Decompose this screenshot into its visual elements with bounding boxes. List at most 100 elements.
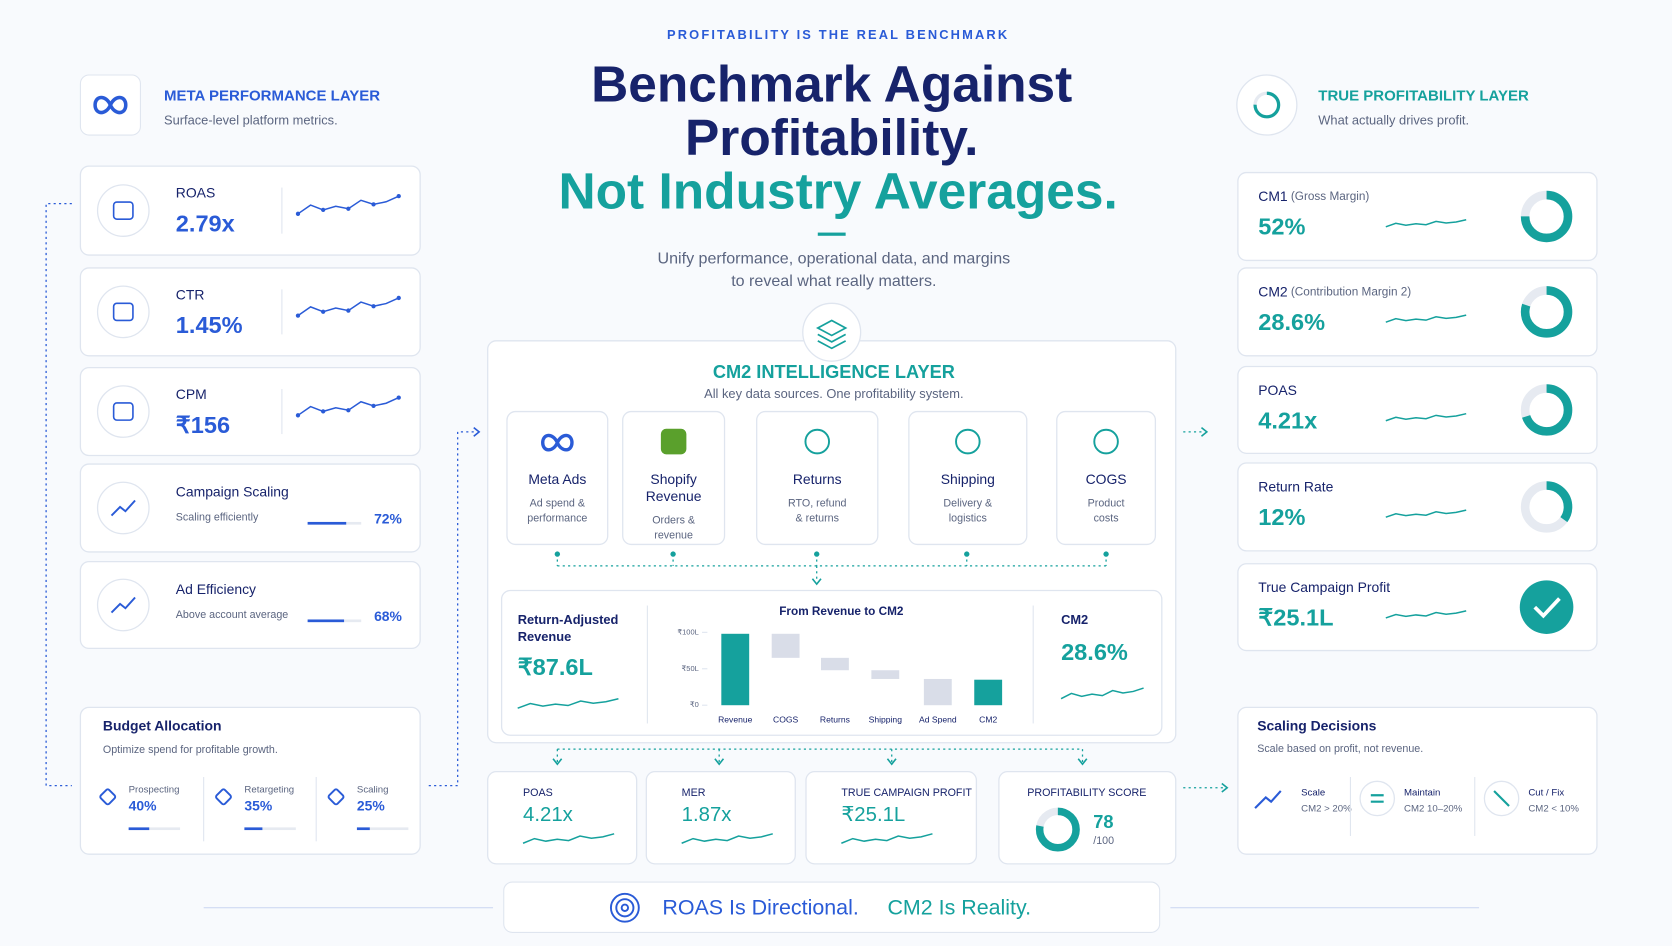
icon-circle <box>96 184 150 237</box>
label: Profitability. <box>685 108 978 166</box>
budget-bar <box>356 827 370 831</box>
budget-bar <box>244 827 263 831</box>
label: Ad spend & <box>530 498 585 510</box>
label: Ad Efficiency <box>176 581 256 597</box>
bottom-metric-card <box>645 771 796 865</box>
label: 35% <box>244 798 272 814</box>
sparkline <box>1060 687 1144 700</box>
label: Return Rate <box>1258 478 1333 494</box>
chart-title: From Revenue to CM2 <box>779 605 904 618</box>
sparkline <box>1385 412 1467 422</box>
label: 52% <box>1258 214 1305 240</box>
label: Unify performance, operational data, and… <box>658 250 1011 268</box>
icon-circle <box>96 385 150 438</box>
waterfall-bar <box>923 678 952 706</box>
budget-icon <box>327 788 345 806</box>
icon-glyph <box>112 402 134 421</box>
label: Scaling efficiently <box>176 511 259 523</box>
sparkline-dot <box>396 295 401 301</box>
sparkline-dot <box>321 309 326 314</box>
budget-track <box>128 827 181 831</box>
sparkline <box>1385 218 1467 228</box>
label: costs <box>1094 513 1119 525</box>
icon-circle <box>96 578 150 632</box>
source-icon <box>955 428 981 455</box>
label: ROAS <box>176 185 215 201</box>
x-tick-label: COGS <box>773 714 799 724</box>
icon-circle <box>96 481 150 535</box>
sparkline-dot <box>321 409 326 414</box>
metric-card <box>79 165 421 256</box>
qualifier: (Gross Margin) <box>1291 190 1370 203</box>
label: ₹87.6L <box>518 654 593 680</box>
icon-glyph <box>112 201 134 220</box>
arrow-head <box>811 578 822 586</box>
pie-icon <box>1253 91 1281 119</box>
y-tick-label: ₹50L <box>682 664 699 673</box>
label: Returns <box>793 471 842 487</box>
title-underline <box>817 232 846 236</box>
label: POAS <box>1258 382 1297 398</box>
y-tick-label: ₹100L <box>677 627 698 636</box>
label: 28.6% <box>1061 639 1128 665</box>
label: to reveal what really matters. <box>731 272 936 290</box>
y-tick-label: ₹0 <box>690 700 699 709</box>
source-card <box>1056 410 1157 546</box>
ring-icon <box>1520 384 1573 436</box>
waterfall-bar <box>871 670 900 679</box>
footer-banner <box>503 881 1161 933</box>
profit-card <box>1237 267 1598 357</box>
sparkline-dot <box>346 408 351 413</box>
icon-circle <box>1236 74 1298 136</box>
decisions-card <box>1237 706 1598 855</box>
label: Scaling Decisions <box>1257 717 1376 733</box>
label: Scaling <box>357 784 389 795</box>
source-icon <box>1093 428 1119 455</box>
label: performance <box>527 513 587 525</box>
meta-icon <box>93 95 128 115</box>
source-card <box>756 410 879 546</box>
label: Maintain <box>1404 788 1440 799</box>
bottom-metric-card <box>487 771 638 865</box>
label: 4.21x <box>523 804 573 826</box>
sparkline-dot <box>371 202 376 207</box>
budget-bar <box>128 827 150 831</box>
icon-circle <box>96 285 150 339</box>
progress-card <box>79 463 421 553</box>
label: True Campaign Profit <box>1258 579 1390 595</box>
sparkline <box>517 698 619 709</box>
sparkline-dot <box>346 308 351 313</box>
label: Benchmark Against <box>591 54 1072 112</box>
arrow-head <box>1077 758 1088 766</box>
label: 12% <box>1258 504 1305 530</box>
source-icon <box>804 428 830 455</box>
label: 68% <box>374 608 402 624</box>
label: Scale <box>1301 788 1325 799</box>
label: CM1 (Gross Margin) <box>1258 188 1369 204</box>
label: 25% <box>357 798 385 814</box>
qualifier: (Contribution Margin 2) <box>1291 286 1411 299</box>
footer-text: CM2 Is Reality. <box>887 896 1031 920</box>
label: 1.87x <box>682 804 732 826</box>
budget-track <box>244 827 296 831</box>
label: Not Industry Averages. <box>558 162 1117 220</box>
label: Cut / Fix <box>1528 788 1564 799</box>
label: 40% <box>129 798 157 814</box>
meta-icon <box>541 433 574 452</box>
label: POAS <box>523 787 553 799</box>
sparkline-dot <box>371 403 376 409</box>
sparkline-dot <box>321 207 326 213</box>
label: 4.21x <box>1258 407 1317 433</box>
sparkline-dot <box>346 206 351 211</box>
ring-icon <box>1520 481 1573 533</box>
label: TRUE CAMPAIGN PROFIT <box>841 787 972 799</box>
label: Retargeting <box>244 784 294 795</box>
label: 28.6% <box>1258 309 1325 335</box>
label: What actually drives profit. <box>1318 112 1469 127</box>
ring-icon <box>1520 190 1573 243</box>
label: ₹25.1L <box>1258 605 1333 631</box>
arrow-head <box>473 427 481 437</box>
label: Budget Allocation <box>103 717 222 733</box>
budget-track <box>356 827 409 831</box>
